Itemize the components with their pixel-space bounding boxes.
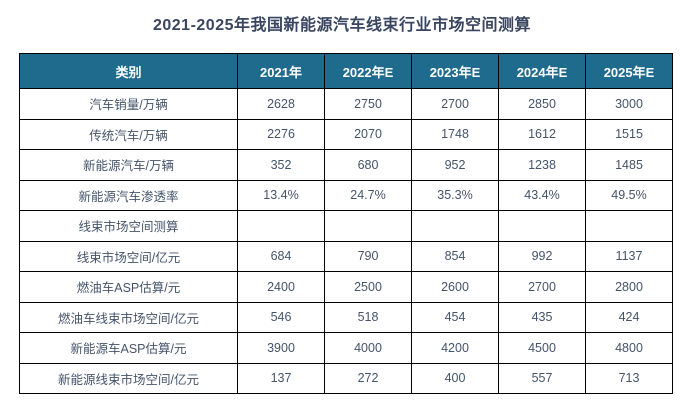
column-header-year: 2023年E bbox=[411, 53, 499, 89]
cell-value: 518 bbox=[324, 301, 412, 333]
column-header-year: 2024年E bbox=[498, 53, 586, 89]
cell-value: 1137 bbox=[585, 240, 673, 272]
cell-value: 4500 bbox=[498, 332, 586, 364]
row-label: 线束市场空间测算 bbox=[19, 210, 238, 242]
table-row: 新能源线束市场空间/亿元 137 272 400 557 713 bbox=[19, 362, 673, 394]
cell-value: 2400 bbox=[237, 271, 325, 303]
table-row: 传统汽车/万辆 2276 2070 1748 1612 1515 bbox=[19, 118, 673, 150]
cell-value: 454 bbox=[411, 301, 499, 333]
cell-value: 2750 bbox=[324, 88, 412, 120]
cell-value: 24.7% bbox=[324, 179, 412, 211]
table-body: 汽车销量/万辆 2628 2750 2700 2850 3000 传统汽车/万辆 2276 20… bbox=[19, 88, 673, 394]
table-row: 燃油车ASP估算/元 2400 2500 2600 2700 2800 bbox=[19, 271, 673, 303]
row-label: 汽车销量/万辆 bbox=[19, 88, 238, 120]
cell-value: 2276 bbox=[237, 118, 325, 150]
page-title: 2021-2025年我国新能源汽车线束行业市场空间测算 bbox=[152, 17, 532, 34]
table-row: 汽车销量/万辆 2628 2750 2700 2850 3000 bbox=[19, 88, 673, 120]
cell-value: 435 bbox=[498, 301, 586, 333]
column-header-year: 2022年E bbox=[324, 53, 412, 89]
column-header-year: 2021年 bbox=[237, 53, 325, 89]
cell-value: 1612 bbox=[498, 118, 586, 150]
row-label: 燃油车线束市场空间/亿元 bbox=[19, 301, 238, 333]
column-header-category: 类别 bbox=[19, 53, 238, 89]
cell-value: 952 bbox=[411, 149, 499, 181]
cell-value: 352 bbox=[237, 149, 325, 181]
cell-value: 1748 bbox=[411, 118, 499, 150]
cell-value: 1485 bbox=[585, 149, 673, 181]
table-row: 新能源汽车渗透率 13.4% 24.7% 35.3% 43.4% 49.5% bbox=[19, 179, 673, 211]
table-header: 类别 2021年 2022年E 2023年E 2024年E 2025年E bbox=[19, 53, 673, 89]
cell-value: 35.3% bbox=[411, 179, 499, 211]
cell-value: 1238 bbox=[498, 149, 586, 181]
cell-value: 2700 bbox=[498, 271, 586, 303]
table-row: 线束市场空间测算 bbox=[19, 210, 673, 242]
row-label: 新能源汽车/万辆 bbox=[19, 149, 238, 181]
cell-value: 2700 bbox=[411, 88, 499, 120]
cell-value bbox=[237, 210, 325, 242]
row-label: 新能源汽车渗透率 bbox=[19, 179, 238, 211]
cell-value bbox=[498, 210, 586, 242]
market-space-table: 类别 2021年 2022年E 2023年E 2024年E 2025年E 汽车销量/万辆 2… bbox=[19, 53, 673, 394]
cell-value: 2500 bbox=[324, 271, 412, 303]
cell-value: 272 bbox=[324, 362, 412, 394]
cell-value: 400 bbox=[411, 362, 499, 394]
cell-value bbox=[324, 210, 412, 242]
cell-value: 557 bbox=[498, 362, 586, 394]
cell-value: 4200 bbox=[411, 332, 499, 364]
row-label: 新能源线束市场空间/亿元 bbox=[19, 362, 238, 394]
cell-value: 546 bbox=[237, 301, 325, 333]
table-header-row: 类别 2021年 2022年E 2023年E 2024年E 2025年E bbox=[19, 53, 673, 89]
cell-value: 2070 bbox=[324, 118, 412, 150]
row-label: 线束市场空间/亿元 bbox=[19, 240, 238, 272]
cell-value: 713 bbox=[585, 362, 673, 394]
cell-value: 43.4% bbox=[498, 179, 586, 211]
cell-value bbox=[585, 210, 673, 242]
cell-value: 13.4% bbox=[237, 179, 325, 211]
row-label: 燃油车ASP估算/元 bbox=[19, 271, 238, 303]
cell-value: 49.5% bbox=[585, 179, 673, 211]
cell-value: 137 bbox=[237, 362, 325, 394]
cell-value: 790 bbox=[324, 240, 412, 272]
cell-value: 854 bbox=[411, 240, 499, 272]
table-row: 新能源车ASP估算/元 3900 4000 4200 4500 4800 bbox=[19, 332, 673, 364]
cell-value: 1515 bbox=[585, 118, 673, 150]
table-row: 燃油车线束市场空间/亿元 546 518 454 435 424 bbox=[19, 301, 673, 333]
cell-value: 4800 bbox=[585, 332, 673, 364]
row-label: 传统汽车/万辆 bbox=[19, 118, 238, 150]
cell-value: 684 bbox=[237, 240, 325, 272]
cell-value: 2800 bbox=[585, 271, 673, 303]
column-header-year: 2025年E bbox=[585, 53, 673, 89]
cell-value: 992 bbox=[498, 240, 586, 272]
cell-value: 2600 bbox=[411, 271, 499, 303]
row-label: 新能源车ASP估算/元 bbox=[19, 332, 238, 364]
cell-value: 424 bbox=[585, 301, 673, 333]
cell-value bbox=[411, 210, 499, 242]
cell-value: 3000 bbox=[585, 88, 673, 120]
table-row: 线束市场空间/亿元 684 790 854 992 1137 bbox=[19, 240, 673, 272]
cell-value: 2628 bbox=[237, 88, 325, 120]
cell-value: 2850 bbox=[498, 88, 586, 120]
cell-value: 3900 bbox=[237, 332, 325, 364]
cell-value: 4000 bbox=[324, 332, 412, 364]
table-row: 新能源汽车/万辆 352 680 952 1238 1485 bbox=[19, 149, 673, 181]
cell-value: 680 bbox=[324, 149, 412, 181]
